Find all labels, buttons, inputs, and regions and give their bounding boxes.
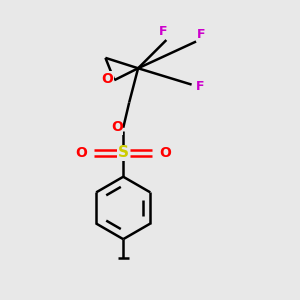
Text: F: F: [196, 80, 204, 93]
Text: O: O: [101, 72, 113, 86]
Text: F: F: [159, 25, 168, 38]
Text: O: O: [159, 146, 171, 160]
Text: O: O: [111, 120, 123, 134]
Text: F: F: [197, 28, 206, 40]
Text: S: S: [118, 146, 129, 160]
Text: O: O: [76, 146, 88, 160]
